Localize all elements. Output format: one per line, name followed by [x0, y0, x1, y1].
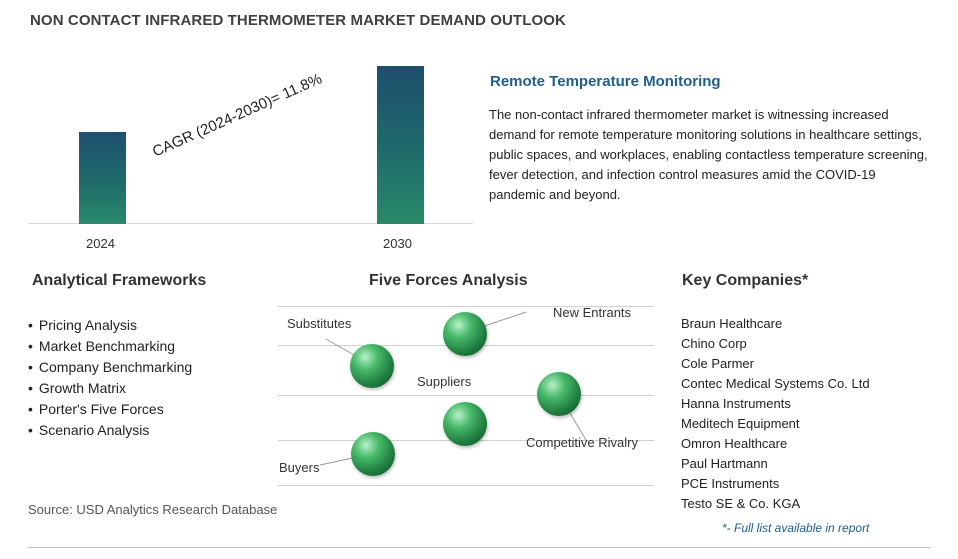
framework-item: Company Benchmarking	[28, 357, 192, 378]
company-item: PCE Instruments	[681, 476, 780, 491]
divider-line	[278, 306, 654, 307]
sphere-competitive-rivalry	[537, 372, 581, 416]
bar-2030	[377, 66, 424, 224]
company-item: Paul Hartmann	[681, 456, 768, 471]
framework-item: Market Benchmarking	[28, 336, 192, 357]
divider-line	[278, 395, 654, 396]
sphere-substitutes	[350, 344, 394, 388]
label-competitive-rivalry: Competitive Rivalry	[526, 435, 638, 450]
five-forces-title: Five Forces Analysis	[369, 272, 528, 289]
framework-item: Scenario Analysis	[28, 420, 192, 441]
bar-2024	[79, 132, 126, 224]
company-item: Meditech Equipment	[681, 416, 800, 431]
label-buyers: Buyers	[279, 460, 320, 475]
company-item: Omron Healthcare	[681, 436, 788, 451]
label-suppliers: Suppliers	[417, 374, 472, 389]
frameworks-title: Analytical Frameworks	[32, 272, 207, 289]
framework-item: Growth Matrix	[28, 378, 192, 399]
label-substitutes: Substitutes	[287, 316, 352, 331]
companies-list: Braun Healthcare Chino Corp Cole Parmer …	[681, 314, 870, 514]
divider-line	[278, 485, 654, 486]
company-item: Hanna Instruments	[681, 396, 791, 411]
company-item: Contec Medical Systems Co. Ltd	[681, 376, 870, 391]
sphere-new-entrants	[443, 312, 487, 356]
frameworks-list: Pricing Analysis Market Benchmarking Com…	[28, 315, 192, 441]
bottom-divider	[28, 547, 930, 548]
company-item: Cole Parmer	[681, 356, 754, 371]
five-forces-diagram: New Entrants Substitutes Suppliers Compe…	[278, 298, 658, 488]
page-title: NON CONTACT INFRARED THERMOMETER MARKET …	[30, 12, 566, 29]
company-item: Chino Corp	[681, 336, 747, 351]
company-item: Braun Healthcare	[681, 316, 783, 331]
source-note: Source: USD Analytics Research Database	[28, 502, 278, 517]
framework-item: Pricing Analysis	[28, 315, 192, 336]
x-tick-2024: 2024	[86, 236, 115, 251]
x-tick-2030: 2030	[383, 236, 412, 251]
highlight-body: The non-contact infrared thermometer mar…	[489, 107, 928, 202]
x-axis-line	[28, 223, 473, 224]
highlight-title: Remote Temperature Monitoring	[490, 73, 721, 90]
full-list-note: *- Full list available in report	[722, 521, 870, 535]
sphere-buyers	[351, 432, 395, 476]
market-bar-chart: 2024 2030 CAGR (2024-2030)= 11.8%	[28, 50, 473, 260]
label-new-entrants: New Entrants	[553, 305, 632, 320]
cagr-annotation: CAGR (2024-2030)= 11.8%	[150, 70, 325, 161]
sphere-suppliers	[443, 402, 487, 446]
framework-item: Porter's Five Forces	[28, 399, 192, 420]
companies-title: Key Companies*	[682, 272, 809, 289]
company-item: Testo SE & Co. KGA	[681, 496, 801, 511]
